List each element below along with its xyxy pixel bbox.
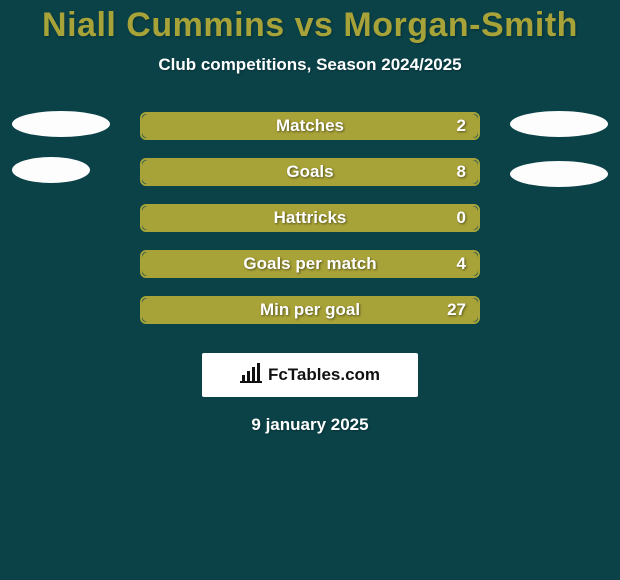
- stat-bar-track: [140, 296, 480, 324]
- player2-ellipse: [510, 111, 608, 137]
- stat-row: Goals per match4: [0, 241, 620, 287]
- page-subtitle: Club competitions, Season 2024/2025: [0, 55, 620, 75]
- player1-ellipse: [12, 111, 110, 137]
- stat-row: Min per goal27: [0, 287, 620, 333]
- stat-bar-fill: [142, 114, 478, 138]
- date-text: 9 january 2025: [0, 415, 620, 435]
- stat-row: Hattricks0: [0, 195, 620, 241]
- player2-ellipse: [510, 161, 608, 187]
- stat-bar-fill: [142, 252, 478, 276]
- page-title: Niall Cummins vs Morgan-Smith: [0, 0, 620, 45]
- stat-bar-fill: [142, 206, 478, 230]
- stat-bar-track: [140, 250, 480, 278]
- bar-chart-icon: [240, 363, 262, 388]
- stat-bar-track: [140, 112, 480, 140]
- comparison-infographic: Niall Cummins vs Morgan-Smith Club compe…: [0, 0, 620, 580]
- player1-ellipse: [12, 157, 90, 183]
- brand-box: FcTables.com: [202, 353, 418, 397]
- stat-rows: Matches2Goals8Hattricks0Goals per match4…: [0, 103, 620, 333]
- stat-row: Goals8: [0, 149, 620, 195]
- stat-bar-fill: [142, 298, 478, 322]
- brand-text: FcTables.com: [268, 365, 380, 385]
- stat-bar-fill: [142, 160, 478, 184]
- stat-bar-track: [140, 158, 480, 186]
- stat-row: Matches2: [0, 103, 620, 149]
- stat-bar-track: [140, 204, 480, 232]
